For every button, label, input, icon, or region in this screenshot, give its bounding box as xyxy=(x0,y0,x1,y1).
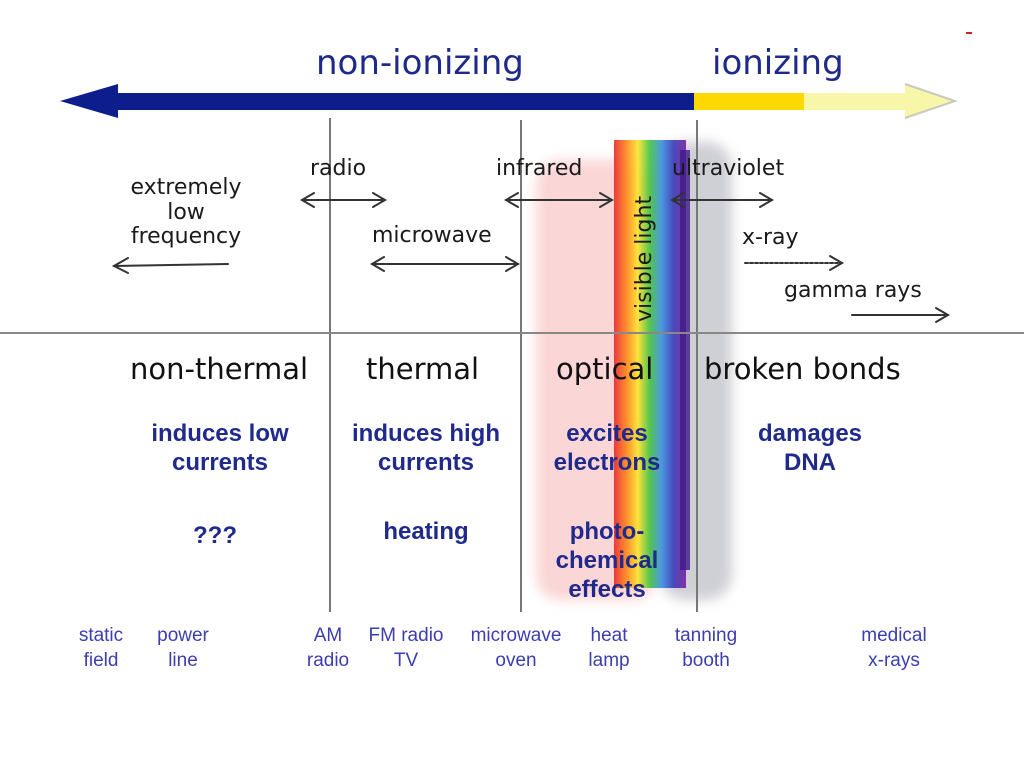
example-line: radio xyxy=(306,649,350,671)
elf-label-line: extremely xyxy=(130,175,242,200)
non-ionizing-arrow xyxy=(60,84,694,118)
thermal-effect: induces high currents xyxy=(336,420,516,478)
example-microwave-oven: microwave oven xyxy=(454,624,578,673)
non-thermal-heading: non-thermal xyxy=(130,352,309,386)
microwave-range-arrow xyxy=(370,256,520,272)
example-line: AM xyxy=(313,625,343,646)
example-line: static xyxy=(78,625,124,646)
example-line: power xyxy=(157,625,209,646)
infrared-range-arrow xyxy=(504,192,614,208)
outcome-line: effects xyxy=(568,575,646,603)
elf-range-arrow xyxy=(111,257,229,274)
example-line: TV xyxy=(393,649,419,671)
effect-line: DNA xyxy=(784,448,836,476)
ionizing-arrow xyxy=(694,83,959,119)
example-line: FM radio xyxy=(368,625,444,646)
example-power-line: power line xyxy=(144,624,222,673)
ionizing-label: ionizing xyxy=(712,43,844,83)
example-line: medical xyxy=(861,625,927,646)
elf-label-line: low xyxy=(167,199,205,225)
infrared-label: infrared xyxy=(496,156,583,181)
broken-bonds-heading: broken bonds xyxy=(704,352,901,386)
example-fm-radio-tv: FM radio TV xyxy=(358,624,454,673)
broken-bonds-effect: damages DNA xyxy=(720,420,900,478)
example-am-radio: AM radio xyxy=(300,624,356,673)
example-line: field xyxy=(83,649,119,671)
effect-line: currents xyxy=(171,448,269,476)
non-thermal-outcome: ??? xyxy=(193,522,237,549)
non-thermal-effect: induces low currents xyxy=(130,420,310,478)
example-heat-lamp: heat lamp xyxy=(576,624,642,673)
example-line: oven xyxy=(495,649,537,671)
gamma-range-arrow xyxy=(851,307,950,323)
radio-range-arrow xyxy=(300,192,387,208)
visible-light-label: visible light xyxy=(632,195,657,322)
non-ionizing-label: non-ionizing xyxy=(316,43,524,83)
effect-line: induces low xyxy=(151,420,289,447)
xray-range-arrow xyxy=(744,255,844,271)
ultraviolet-range-arrow xyxy=(670,192,774,208)
thermal-outcome: heating xyxy=(383,518,469,545)
optical-heading: optical xyxy=(556,352,654,386)
example-line: lamp xyxy=(588,649,630,671)
thermal-heading: thermal xyxy=(366,352,480,386)
example-line: tanning xyxy=(674,625,738,646)
optical-outcome: photo- chemical effects xyxy=(532,518,682,604)
radio-label: radio xyxy=(310,156,367,181)
effect-line: excites xyxy=(566,420,648,447)
visible-light-band xyxy=(614,140,686,588)
example-line: heat xyxy=(590,625,628,646)
example-tanning-booth: tanning booth xyxy=(660,624,752,673)
effect-line: induces high xyxy=(351,420,500,447)
gamma-rays-label: gamma rays xyxy=(784,278,922,303)
example-line: booth xyxy=(682,649,730,671)
xray-label: x-ray xyxy=(742,225,799,250)
example-line: microwave xyxy=(470,625,562,646)
outcome-line: photo- xyxy=(569,518,645,545)
example-static-field: static field xyxy=(66,624,136,673)
ultraviolet-label: ultraviolet xyxy=(672,156,785,181)
microwave-label: microwave xyxy=(372,223,492,248)
visible-light-edge xyxy=(680,150,690,570)
elf-label-line: frequency xyxy=(130,224,242,250)
elf-label: extremely low frequency xyxy=(124,175,248,250)
effect-line: currents xyxy=(377,448,475,476)
example-line: line xyxy=(168,649,198,671)
optical-effect: excites electrons xyxy=(532,420,682,478)
outcome-line: chemical xyxy=(555,546,659,574)
example-line: x-rays xyxy=(868,649,920,671)
effect-line: damages xyxy=(757,420,863,447)
example-medical-xrays: medical x-rays xyxy=(844,624,944,673)
effect-line: electrons xyxy=(553,448,661,476)
